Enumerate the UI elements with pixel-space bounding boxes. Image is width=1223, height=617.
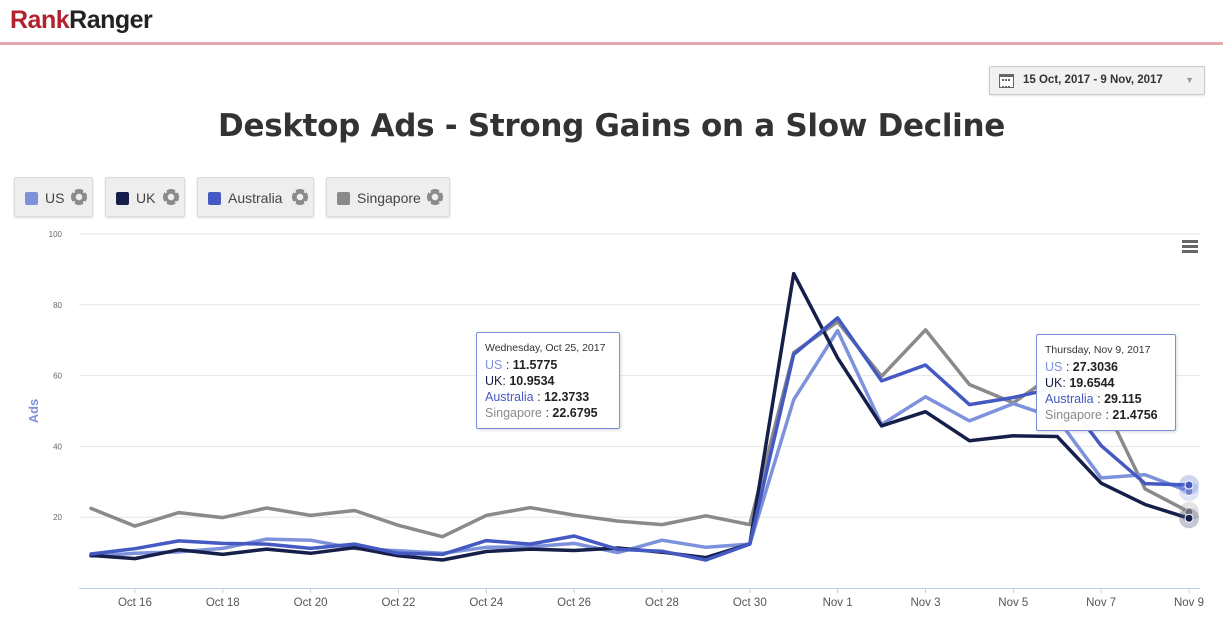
tooltip-row-australia: Australia : 29.115 (1045, 392, 1142, 406)
gear-icon[interactable] (163, 189, 179, 205)
date-range-picker[interactable]: 15 Oct, 2017 - 9 Nov, 2017 ▼ (989, 66, 1205, 95)
tooltip-label-singapore: Singapore (485, 406, 542, 420)
series-line-australia[interactable] (89, 316, 1191, 562)
legend-swatch-uk (116, 192, 129, 205)
tooltip-value-uk: 10.9534 (509, 374, 555, 388)
legend-swatch-australia (208, 192, 221, 205)
rankranger-logo[interactable]: RankRanger (10, 6, 153, 35)
gear-icon[interactable] (427, 189, 443, 205)
data-point-uk[interactable] (1184, 513, 1194, 523)
tooltip-value-singapore: 21.4756 (1112, 408, 1158, 422)
chart-grid: 20 40 60 80 100 (49, 230, 1200, 522)
chart-menu-icon[interactable] (1182, 240, 1198, 253)
tooltip-label-us: US (485, 358, 503, 372)
calendar-icon (999, 74, 1014, 88)
legend-swatch-singapore (337, 192, 350, 205)
tooltip-row-uk: UK: 10.9534 (485, 374, 555, 388)
legend-item-us[interactable]: US (14, 177, 93, 217)
tooltip-label-uk: UK (485, 374, 503, 388)
x-tick-label: Oct 30 (733, 597, 767, 609)
tooltip-date: Wednesday, Oct 25, 2017 (485, 342, 606, 354)
legend-item-singapore[interactable]: Singapore (326, 177, 450, 217)
x-tick-label: Oct 28 (645, 597, 679, 609)
x-tick-label: Oct 18 (206, 597, 240, 609)
logo-rank: Rank (10, 6, 70, 34)
chart-markers (1179, 474, 1199, 529)
legend-label-singapore: Singapore (357, 190, 421, 206)
tooltip-row-singapore: Singapore : 22.6795 (485, 406, 598, 420)
y-tick-label: 40 (53, 442, 62, 451)
x-tick-label: Oct 22 (381, 597, 415, 609)
logo-ranger: Ranger (69, 6, 153, 34)
chevron-down-icon: ▼ (1185, 75, 1194, 85)
y-tick-label: 100 (49, 230, 63, 239)
legend-label-uk: UK (136, 190, 156, 206)
tooltip-label-australia: Australia (485, 390, 534, 404)
series-line-singapore[interactable] (89, 320, 1191, 539)
tooltip-value-singapore: 22.6795 (552, 406, 598, 420)
legend-item-australia[interactable]: Australia (197, 177, 314, 217)
x-tick-label: Nov 9 (1174, 597, 1204, 609)
x-tick-label: Nov 3 (910, 597, 940, 609)
y-axis-label: Ads (26, 399, 41, 424)
tooltip-date: Thursday, Nov 9, 2017 (1045, 344, 1151, 356)
series-line-us[interactable] (89, 328, 1191, 558)
tooltip-value-us: 11.5775 (512, 358, 558, 372)
data-point-australia[interactable] (1184, 480, 1194, 490)
tooltip-oct-25: Wednesday, Oct 25, 2017 US : 11.5775 UK:… (476, 332, 620, 429)
x-tick-label: Oct 16 (118, 597, 152, 609)
legend-label-australia: Australia (228, 190, 283, 206)
x-tick-label: Nov 5 (998, 597, 1028, 609)
legend-swatch-us (25, 192, 38, 205)
y-tick-label: 60 (53, 372, 62, 381)
tooltip-value-australia: 12.3733 (544, 390, 590, 404)
chart-series (89, 271, 1191, 562)
tooltip-value-australia: 29.115 (1104, 392, 1142, 406)
date-range-label: 15 Oct, 2017 - 9 Nov, 2017 (1023, 74, 1163, 86)
x-tick-label: Oct 26 (557, 597, 591, 609)
x-tick-label: Oct 24 (469, 597, 503, 609)
y-tick-label: 20 (53, 513, 62, 522)
x-tick-label: Oct 20 (294, 597, 328, 609)
gear-icon[interactable] (71, 189, 87, 205)
tooltip-label-singapore: Singapore (1045, 408, 1102, 422)
x-tick-label: Nov 7 (1086, 597, 1116, 609)
tooltip-label-australia: Australia (1045, 392, 1094, 406)
x-axis: Oct 16 Oct 18 Oct 20 Oct 22 Oct 24 Oct 26 Oct … (79, 588, 1204, 609)
y-tick-label: 80 (53, 301, 62, 310)
tooltip-label-us: US (1045, 360, 1063, 374)
tooltip-row-us: US : 11.5775 (485, 358, 558, 372)
tooltip-row-us: US : 27.3036 (1045, 360, 1118, 374)
tooltip-value-uk: 19.6544 (1069, 376, 1115, 390)
legend-item-uk[interactable]: UK (105, 177, 185, 217)
chart-title: Desktop Ads - Strong Gains on a Slow Dec… (218, 108, 1005, 144)
tooltip-nov-9: Thursday, Nov 9, 2017 US : 27.3036 UK: 1… (1036, 334, 1176, 431)
gear-icon[interactable] (292, 189, 308, 205)
tooltip-label-uk: UK (1045, 376, 1063, 390)
tooltip-row-uk: UK: 19.6544 (1045, 376, 1115, 390)
x-tick-label: Nov 1 (823, 597, 853, 609)
tooltip-value-us: 27.3036 (1072, 360, 1118, 374)
header-bar: RankRanger (0, 0, 1223, 45)
legend-label-us: US (45, 190, 65, 206)
tooltip-row-australia: Australia : 12.3733 (485, 390, 590, 404)
tooltip-row-singapore: Singapore : 21.4756 (1045, 408, 1158, 422)
